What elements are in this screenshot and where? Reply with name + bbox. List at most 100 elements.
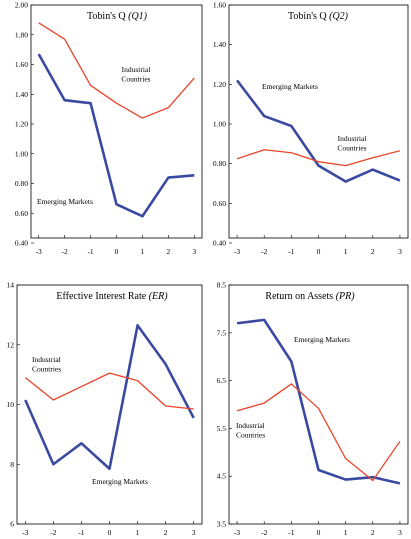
chart-title-italic: (Q2)	[329, 11, 349, 22]
x-tick-label: -3	[234, 247, 240, 256]
x-tick-label: -2	[261, 247, 267, 256]
y-tick-label: 14	[7, 281, 15, 290]
x-tick-label: 0	[115, 247, 119, 256]
y-tick-label: 0.60	[15, 209, 28, 218]
y-tick-label: 0.80	[213, 159, 226, 168]
x-tick-label: 1	[344, 528, 348, 537]
x-tick-label: -1	[87, 247, 93, 256]
y-tick-label: 1.60	[213, 1, 226, 10]
series-line-industrial	[236, 383, 401, 482]
y-tick-label: 1.00	[15, 149, 28, 158]
annotation-industrial: Industrial Countries	[121, 65, 150, 84]
x-tick-label: 2	[164, 528, 168, 537]
series-line-industrial	[236, 149, 401, 167]
y-tick-label: 10	[7, 400, 15, 409]
chart-title-italic: (Q1)	[128, 11, 148, 22]
y-tick-label: 3.5	[217, 520, 227, 529]
annotation-emerging: Emerging Markets	[294, 335, 350, 344]
chart-q1: 0.40 0.60 0.80 1.00 1.20 1.40 1.60 1.80 2.00 -3 -2…	[15, 1, 203, 256]
x-tick-label: -1	[288, 247, 294, 256]
y-tick-label: 12	[7, 340, 15, 349]
annotation-line: Industrial	[122, 65, 151, 74]
x-tick-label: 1	[136, 528, 140, 537]
series-line-industrial	[38, 22, 195, 119]
y-tick-label: 0.80	[15, 179, 28, 188]
y-tick-label: 1.40	[213, 40, 226, 49]
annotation-line: Countries	[236, 431, 265, 440]
plot-frame	[16, 284, 203, 525]
chart-title: Tobin's Q (Q2)	[288, 11, 349, 22]
chart-title-main: Tobin's Q	[87, 11, 128, 22]
x-tick-label: 0	[317, 528, 321, 537]
series-line-industrial	[24, 372, 194, 410]
y-tick-label: 0.40	[15, 239, 28, 248]
chart-title: Tobin's Q (Q1)	[87, 11, 148, 22]
annotation-line: Emerging Markets	[92, 477, 148, 486]
series-line-emerging	[236, 79, 401, 183]
y-tick-label: 0.60	[213, 199, 226, 208]
y-tick-label: 1.00	[213, 120, 226, 129]
x-tick-label: -2	[261, 528, 267, 537]
series-line-emerging	[236, 318, 401, 485]
x-tick-label: 1	[344, 247, 348, 256]
x-tick-label: 3	[192, 528, 196, 537]
annotation-line: Industrial	[338, 134, 367, 143]
x-tick-label: 3	[398, 247, 402, 256]
x-tick-label: 0	[317, 247, 321, 256]
y-tick-label: 5.5	[217, 424, 227, 433]
x-tick-label: 2	[166, 247, 170, 256]
plot-frame	[228, 4, 409, 239]
x-tick-label: -3	[36, 247, 42, 256]
x-tick-label: 0	[108, 528, 112, 537]
annotation-line: Emerging Markets	[37, 197, 93, 206]
x-tick-label: 2	[371, 247, 375, 256]
annotation-industrial: Industrial Countries	[337, 134, 366, 153]
annotation-line: Emerging Markets	[294, 335, 350, 344]
chart-title-italic: (PR)	[336, 291, 356, 302]
annotation-industrial: Industrial Countries	[32, 355, 61, 374]
annotation-emerging: Emerging Markets	[262, 82, 318, 91]
y-tick-label: 1.40	[15, 90, 28, 99]
x-tick-label: 3	[192, 247, 196, 256]
y-tick-label: 1.20	[15, 120, 28, 129]
y-tick-label: 1.80	[15, 30, 28, 39]
series-line-emerging	[24, 324, 195, 471]
y-tick-label: 6.5	[217, 376, 227, 385]
chart-title-main: Tobin's Q	[288, 11, 329, 22]
annotation-line: Countries	[337, 144, 366, 153]
x-tick-label: 3	[398, 528, 402, 537]
chart-title-main: Effective Interest Rate	[56, 291, 148, 302]
chart-q2: 0.40 0.60 0.80 1.00 1.20 1.40 1.60 -3 -2 -1 0 1 2 3 To…	[213, 1, 409, 256]
annotation-line: Industrial	[236, 421, 265, 430]
y-tick-label: 1.20	[213, 80, 226, 89]
chart-title-italic: (ER)	[149, 291, 169, 302]
chart-pr: 3.5 4.5 5.5 6.5 7.5 8.5 -3 -2 -1 0 1 2 3 Return on As…	[217, 281, 409, 537]
annotation-emerging: Emerging Markets	[37, 197, 93, 206]
x-tick-label: -2	[50, 528, 56, 537]
y-tick-label: 2.00	[15, 1, 28, 10]
chart-title-main: Return on Assets	[265, 291, 335, 302]
y-tick-label: 1.60	[15, 60, 28, 69]
x-tick-label: -2	[62, 247, 68, 256]
x-tick-label: -3	[234, 528, 240, 537]
y-tick-label: 0.40	[213, 239, 226, 248]
chart-title: Effective Interest Rate (ER)	[56, 291, 168, 302]
x-tick-label: -3	[22, 528, 28, 537]
x-tick-label: -1	[78, 528, 84, 537]
y-tick-label: 8	[10, 460, 14, 469]
annotation-line: Industrial	[32, 355, 61, 364]
x-tick-label: 1	[141, 247, 145, 256]
y-tick-label: 8.5	[217, 281, 227, 290]
chart-title: Return on Assets (PR)	[265, 291, 355, 302]
x-tick-label: 2	[371, 528, 375, 537]
series-line-emerging	[37, 53, 195, 218]
annotation-line: Countries	[32, 365, 61, 374]
annotation-line: Countries	[121, 75, 150, 84]
y-tick-label: 6	[10, 520, 14, 529]
y-tick-label: 7.5	[217, 328, 227, 337]
x-tick-label: -1	[288, 528, 294, 537]
y-tick-label: 4.5	[217, 472, 227, 481]
annotation-emerging: Emerging Markets	[92, 477, 148, 486]
